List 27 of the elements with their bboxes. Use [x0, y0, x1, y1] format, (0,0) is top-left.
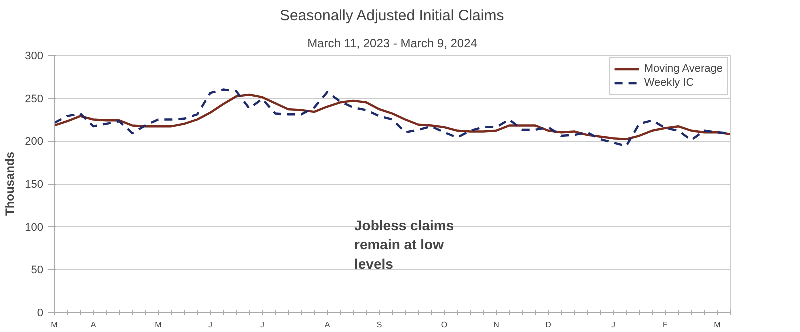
y-tick-label: 200 [25, 136, 44, 148]
x-tick-label: N [494, 320, 500, 330]
y-tick-label: 0 [37, 308, 44, 320]
x-tick-label: F [663, 320, 668, 330]
chart-subtitle: March 11, 2023 - March 9, 2024 [308, 36, 478, 50]
x-tick-label: M [714, 320, 722, 330]
x-tick-label: M [51, 320, 58, 330]
legend-label: Weekly IC [644, 76, 694, 90]
y-tick-label: 250 [25, 93, 44, 106]
y-tick-label: 300 [25, 50, 44, 62]
x-tick-label: J [208, 320, 212, 330]
y-tick-label: 50 [31, 264, 44, 277]
x-tick-label: O [441, 320, 448, 330]
y-tick-label: 150 [25, 179, 44, 191]
x-tick-label: D [546, 320, 552, 330]
x-tick-label: S [376, 320, 382, 330]
y-axis-title: Thousands [3, 152, 18, 216]
x-tick-label: A [90, 320, 97, 330]
y-tick-label: 100 [25, 222, 44, 234]
line-series [54, 94, 730, 141]
x-tick-label: J [612, 320, 616, 330]
chart-title: Seasonally Adjusted Initial Claims [280, 8, 504, 24]
x-tick-label: J [260, 320, 264, 330]
x-tick-label: A [324, 320, 331, 330]
legend-label: Moving Average [644, 62, 723, 76]
x-tick-label: M [155, 320, 162, 330]
annotation: Jobless claims remain at low levels [354, 218, 454, 272]
